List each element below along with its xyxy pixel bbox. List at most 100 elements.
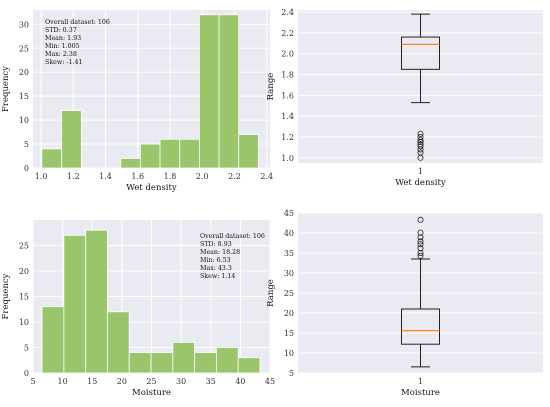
histogram-bar <box>198 14 220 169</box>
histogram-bar <box>179 138 200 169</box>
outlier-point <box>417 216 424 223</box>
y-tick-label: 1.8 <box>281 71 294 80</box>
y-tick-label: 30 <box>284 269 294 278</box>
y-tick-label: 25 <box>19 242 29 251</box>
x-tick-label: 35 <box>206 377 216 386</box>
y-tick-label: 20 <box>19 68 29 77</box>
chart-panel-2: 1.0 1.2 1.4 1.6 1.8 2.0 2.2 2.4 1 Wet density Rang… <box>266 8 543 188</box>
y-tick-label: 15 <box>19 293 29 302</box>
x-axis-label: Wet density <box>395 178 446 188</box>
y-axis-label: Range <box>266 73 276 101</box>
x-tick-label: 1.4 <box>99 172 112 181</box>
histogram-bar <box>237 357 261 374</box>
stats-line: Skew: -1.41 <box>45 59 83 66</box>
stats-line: Max: 2.38 <box>45 51 77 58</box>
y-tick-label: 20 <box>19 267 29 276</box>
stats-line: STD: 0.37 <box>45 27 77 34</box>
y-tick-label: 10 <box>19 318 29 327</box>
histogram-bar <box>120 158 141 169</box>
y-tick-label: 2.0 <box>281 50 294 59</box>
chart-panel-1: 0 5 10 15 20 25 30 1.0 1.2 1.4 1.6 1.8 2.0 2.2 2.4 Over… <box>1 10 273 193</box>
histogram-bar <box>215 347 239 374</box>
y-tick-label: 5 <box>24 344 29 353</box>
x-tick-label: 15 <box>87 377 97 386</box>
outlier-point <box>417 245 424 252</box>
y-tick-label: 15 <box>284 329 294 338</box>
x-tick-label: 2.4 <box>260 172 273 181</box>
y-tick-label: 10 <box>19 116 29 125</box>
outlier-point <box>417 229 424 236</box>
outlier-point <box>417 241 424 248</box>
histogram-bar <box>150 352 174 374</box>
histogram-bar <box>63 234 87 374</box>
stats-line: Max: 43.3 <box>200 265 232 272</box>
stats-line: Min: 1.005 <box>45 43 80 50</box>
histogram-bar <box>159 138 181 169</box>
histogram-bar <box>41 148 63 169</box>
y-tick-label: 25 <box>19 44 29 53</box>
y-axis-label: Range <box>266 279 276 307</box>
stats-line: STD: 8.93 <box>200 241 232 248</box>
outlier-point <box>417 238 424 245</box>
y-tick-label: 15 <box>19 92 29 101</box>
x-tick-label: 30 <box>176 377 186 386</box>
y-tick-label: 45 <box>284 209 294 218</box>
stats-line: Skew: 1.14 <box>200 273 235 280</box>
x-tick-label: 1 <box>418 167 423 176</box>
y-tick-label: 5 <box>289 369 294 378</box>
histogram-bar <box>41 306 65 374</box>
y-tick-label: 0 <box>24 369 29 378</box>
outlier-point <box>417 234 424 241</box>
histogram-bar <box>194 352 217 374</box>
y-tick-label: 20 <box>284 309 294 318</box>
histogram-bar <box>238 134 259 169</box>
stats-line: Mean: 1.93 <box>45 35 81 42</box>
histogram-bar <box>128 352 152 374</box>
outlier-point <box>417 141 424 148</box>
x-tick-label: 45 <box>265 377 275 386</box>
y-tick-label: 1.6 <box>281 91 294 100</box>
x-tick-label: 1.8 <box>164 172 177 181</box>
y-tick-label: 1.0 <box>281 154 294 163</box>
x-tick-label: 25 <box>146 377 156 386</box>
outlier-point <box>417 143 424 150</box>
x-tick-label: 10 <box>58 377 68 386</box>
histogram-bar <box>218 14 240 169</box>
box-iqr <box>401 36 440 70</box>
histogram-bar <box>107 311 130 374</box>
x-axis-label: Moisture <box>401 388 440 398</box>
y-tick-label: 1.4 <box>281 112 294 121</box>
histogram-bar <box>172 341 195 374</box>
x-tick-label: 20 <box>117 377 127 386</box>
x-tick-label: 1 <box>418 377 423 386</box>
x-tick-label: 2.0 <box>196 172 209 181</box>
y-axis-label: Frequency <box>1 273 11 319</box>
histogram-bar <box>61 110 82 169</box>
outlier-point <box>417 249 424 256</box>
y-tick-label: 25 <box>284 289 294 298</box>
y-tick-label: 2.4 <box>281 8 294 17</box>
x-tick-label: 40 <box>235 377 245 386</box>
y-tick-label: 35 <box>284 249 294 258</box>
outlier-point <box>417 137 424 144</box>
y-tick-label: 1.2 <box>281 133 294 142</box>
outlier-point <box>417 149 424 156</box>
x-tick-label: 1.0 <box>35 172 48 181</box>
box-iqr <box>401 308 440 345</box>
outlier-point <box>417 130 424 137</box>
stats-line: Min: 6.53 <box>200 257 231 264</box>
stats-line: Mean: 18.28 <box>200 249 240 256</box>
y-tick-label: 0 <box>24 164 29 173</box>
stats-line: Overall dataset: 106 <box>45 19 110 26</box>
stats-line: Overall dataset: 106 <box>200 233 265 240</box>
y-axis-label: Frequency <box>1 66 11 112</box>
outlier-point <box>417 252 424 259</box>
histogram-bar <box>139 143 161 169</box>
y-tick-label: 2.2 <box>281 29 294 38</box>
histogram-bar <box>85 229 108 374</box>
y-tick-label: 10 <box>284 349 294 358</box>
y-tick-label: 40 <box>284 229 294 238</box>
x-tick-label: 1.6 <box>131 172 144 181</box>
